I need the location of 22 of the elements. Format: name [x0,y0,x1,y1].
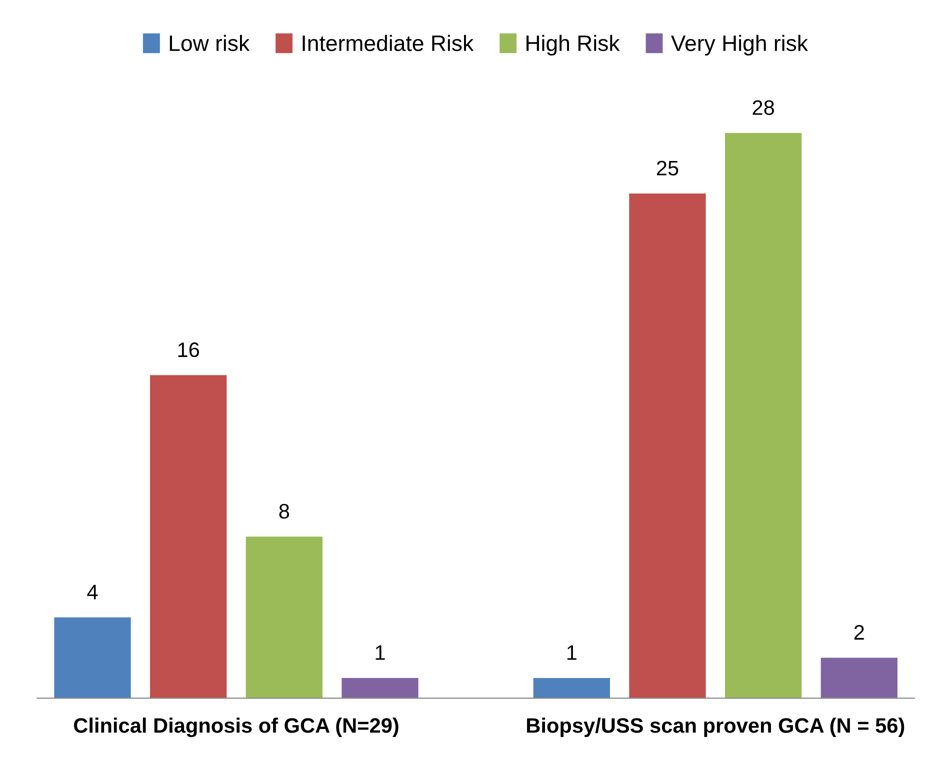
data-label: 28 [752,100,774,115]
data-label: 25 [656,160,678,176]
bar [820,658,898,698]
data-label: 1 [567,645,576,660]
bar [629,194,706,698]
x-tick-label: Biopsy/USS scan proven GCA (N = 56) [527,718,904,738]
data-label: 4 [87,584,98,600]
bar [54,617,131,698]
legend-label: Low risk [170,34,250,52]
legend-label: Very High risk [671,34,808,56]
bar [150,375,227,698]
data-label: 2 [854,625,864,640]
data-label: 16 [178,342,200,358]
bar [342,678,418,698]
bar [246,536,323,698]
data-label: 1 [376,645,385,660]
bar [724,132,802,698]
legend-label: Intermediate Risk [302,34,474,52]
data-label: 8 [279,504,290,519]
legend-label: High Risk [526,34,620,56]
bar [533,678,610,698]
x-tick-label: Clinical Diagnosis of GCA (N=29) [74,718,398,738]
